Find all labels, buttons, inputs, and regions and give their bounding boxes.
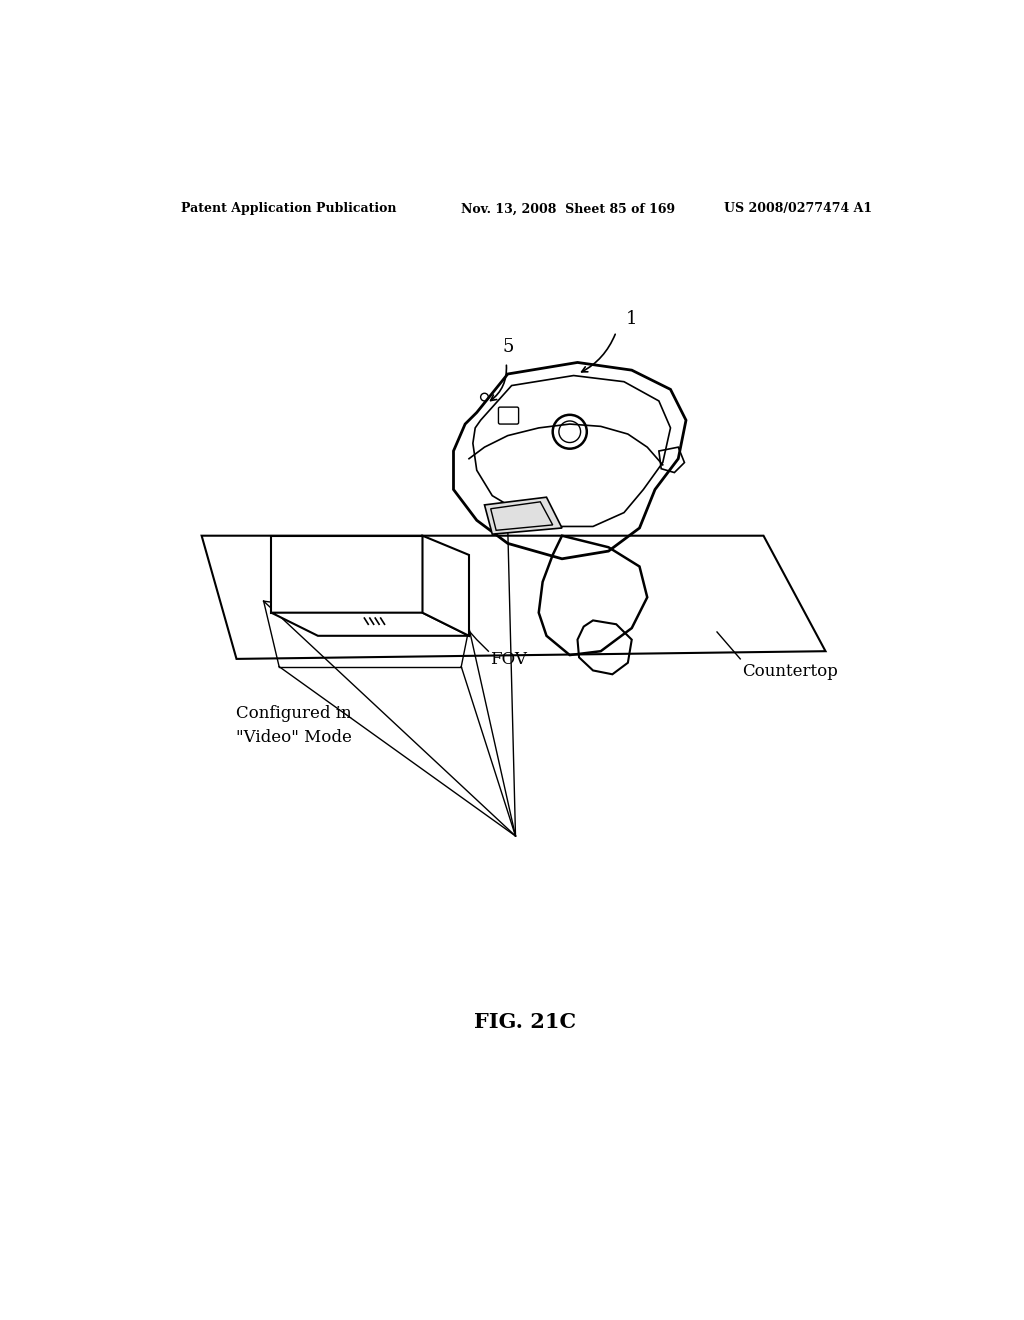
Polygon shape — [271, 536, 423, 612]
Text: FOV: FOV — [489, 651, 526, 668]
Text: Configured in
"Video" Mode: Configured in "Video" Mode — [237, 705, 352, 746]
Text: 5: 5 — [502, 338, 513, 356]
Text: Countertop: Countertop — [742, 663, 839, 680]
Polygon shape — [484, 498, 562, 535]
Polygon shape — [271, 612, 469, 636]
Text: Patent Application Publication: Patent Application Publication — [180, 202, 396, 215]
Text: 1: 1 — [626, 310, 637, 327]
Polygon shape — [423, 536, 469, 636]
Text: FIG. 21C: FIG. 21C — [474, 1011, 575, 1031]
Text: Nov. 13, 2008  Sheet 85 of 169: Nov. 13, 2008 Sheet 85 of 169 — [461, 202, 676, 215]
Text: US 2008/0277474 A1: US 2008/0277474 A1 — [724, 202, 872, 215]
